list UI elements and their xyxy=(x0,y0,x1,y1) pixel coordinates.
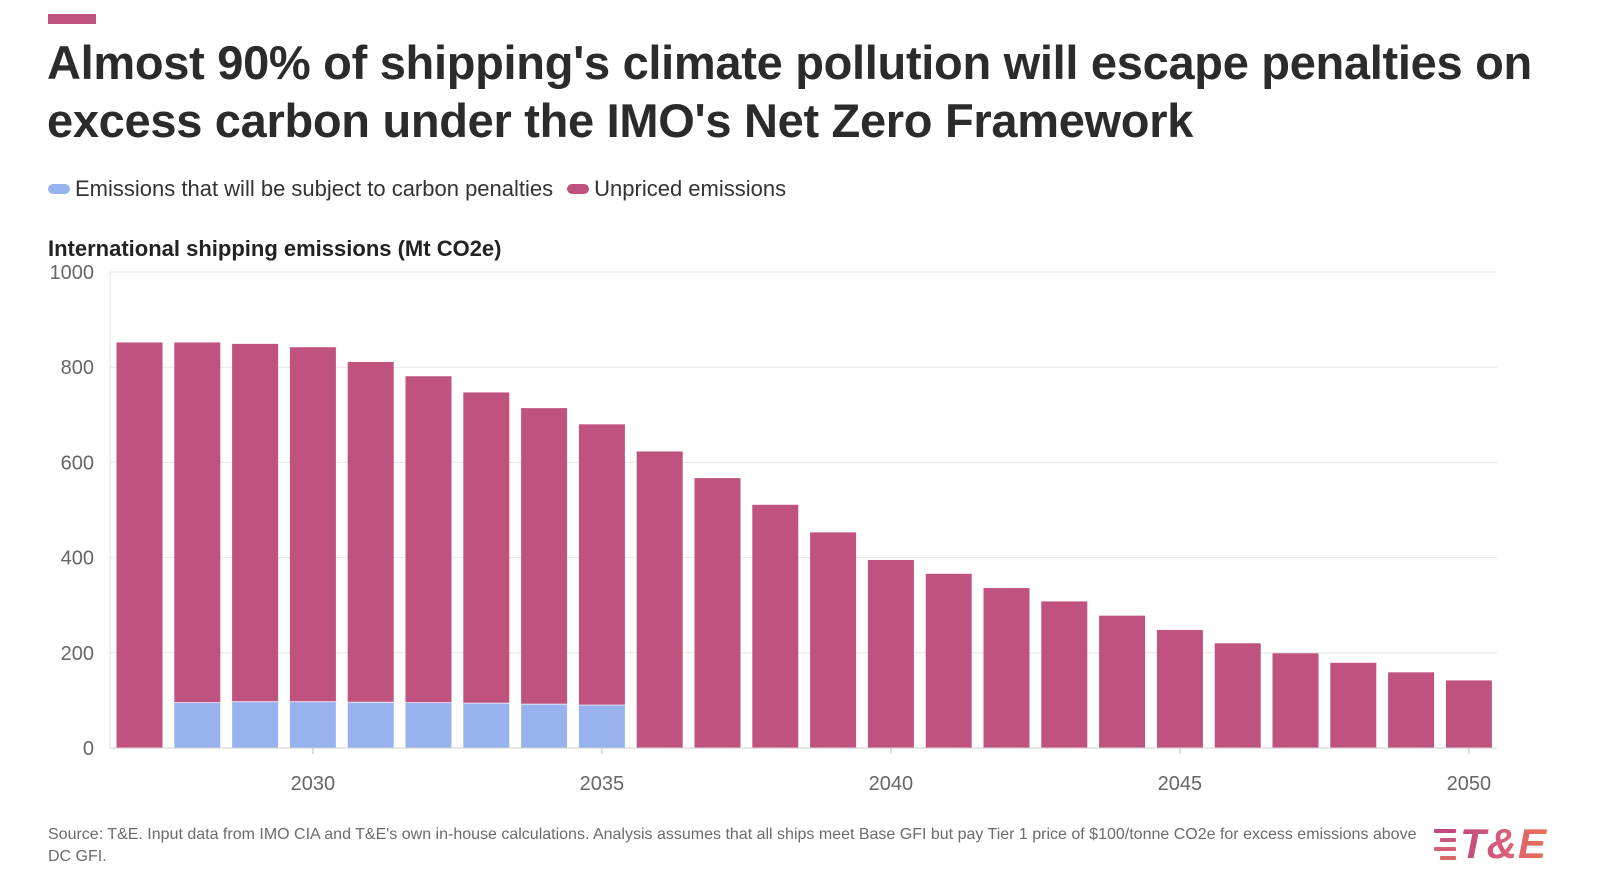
bar-unpriced xyxy=(867,559,914,748)
y-tick-label: 1000 xyxy=(50,262,95,284)
bar-chart: 0 200 400 600 800 1000 2030 2035 2040 2045 2050 xyxy=(50,262,1497,795)
bar-unpriced xyxy=(232,343,279,702)
stripes-icon xyxy=(1434,829,1456,860)
bar-unpriced xyxy=(289,347,336,702)
bar-unpriced xyxy=(174,342,221,703)
bar-unpriced xyxy=(636,451,683,748)
bar-penalized xyxy=(232,701,279,748)
bar-unpriced xyxy=(116,342,163,748)
bar-penalized xyxy=(463,702,510,748)
y-axis-title: International shipping emissions (Mt CO2… xyxy=(48,236,502,261)
bar-unpriced xyxy=(810,532,857,748)
bar-unpriced xyxy=(1214,643,1261,748)
bar-penalized xyxy=(347,701,394,748)
y-tick-label: 600 xyxy=(61,452,94,474)
bar-penalized xyxy=(405,702,452,748)
x-tick-label: 2035 xyxy=(580,773,625,795)
legend-label-penalties: Emissions that will be subject to carbon… xyxy=(75,176,554,201)
brand-logo: T&E xyxy=(1432,820,1547,868)
bar-unpriced xyxy=(1156,629,1203,748)
chart-title: Almost 90% of shipping's climate polluti… xyxy=(47,36,1532,147)
bar-penalized xyxy=(289,701,336,748)
legend-swatch-unpriced xyxy=(567,184,590,194)
bar-unpriced xyxy=(521,408,568,704)
legend-item-unpriced: Unpriced emissions xyxy=(567,176,786,202)
legend-label-unpriced: Unpriced emissions xyxy=(594,176,787,201)
bar-penalized xyxy=(174,702,221,748)
bar-unpriced xyxy=(1330,662,1377,748)
bar-unpriced xyxy=(1099,615,1146,748)
x-tick-label: 2030 xyxy=(291,773,336,795)
bar-unpriced xyxy=(1388,672,1435,748)
bar-unpriced xyxy=(347,361,394,702)
legend-item-penalties: Emissions that will be subject to carbon… xyxy=(48,176,553,202)
y-tick-label: 200 xyxy=(61,643,94,665)
y-tick-label: 800 xyxy=(61,357,94,379)
x-tick-label: 2045 xyxy=(1158,773,1203,795)
source-note: Source: T&E. Input data from IMO CIA and… xyxy=(48,826,1417,865)
bar-unpriced xyxy=(983,588,1030,748)
bar-unpriced xyxy=(925,573,972,748)
legend: Emissions that will be subject to carbon… xyxy=(48,176,800,202)
bar-penalized xyxy=(578,704,625,748)
bar-unpriced xyxy=(1041,601,1088,748)
x-tick-label: 2040 xyxy=(869,773,914,795)
bar-unpriced xyxy=(463,392,510,703)
bar-unpriced xyxy=(1272,653,1319,748)
bar-unpriced xyxy=(405,376,452,703)
logo-text: T&E xyxy=(1460,820,1547,867)
x-tick-label: 2050 xyxy=(1447,773,1492,795)
y-tick-label: 400 xyxy=(61,548,94,570)
bar-unpriced xyxy=(752,504,799,748)
bar-penalized xyxy=(521,703,568,748)
header-accent-bar xyxy=(48,14,96,24)
legend-swatch-penalties xyxy=(48,184,70,194)
bar-unpriced xyxy=(1445,680,1492,748)
bar-unpriced xyxy=(578,424,625,705)
y-tick-label: 0 xyxy=(83,738,94,760)
bar-unpriced xyxy=(694,478,741,748)
